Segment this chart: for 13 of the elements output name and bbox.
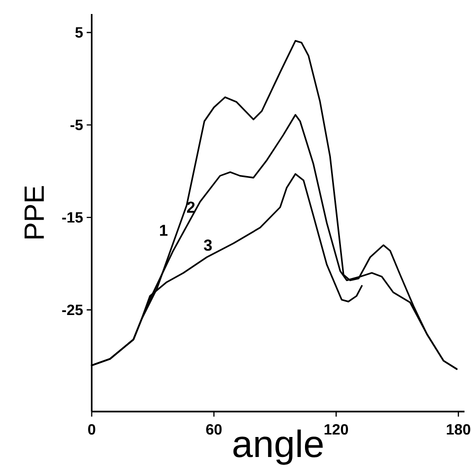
y-tick-label: -5 (70, 120, 83, 130)
series-label: 2 (186, 202, 195, 213)
x-tick-label: 0 (88, 424, 96, 435)
series-label: 1 (160, 224, 168, 236)
x-tick-label: 120 (324, 424, 348, 435)
y-tick-label: -25 (62, 304, 83, 316)
y-tick-label: -15 (62, 212, 83, 223)
x-axis-title: angle (233, 430, 323, 465)
y-tick-label: 5 (75, 27, 83, 38)
y-axis-title: PPE (24, 186, 44, 238)
x-tick-label: 60 (206, 424, 222, 435)
series-label: 3 (204, 240, 212, 251)
x-tick-label: 180 (446, 424, 470, 435)
